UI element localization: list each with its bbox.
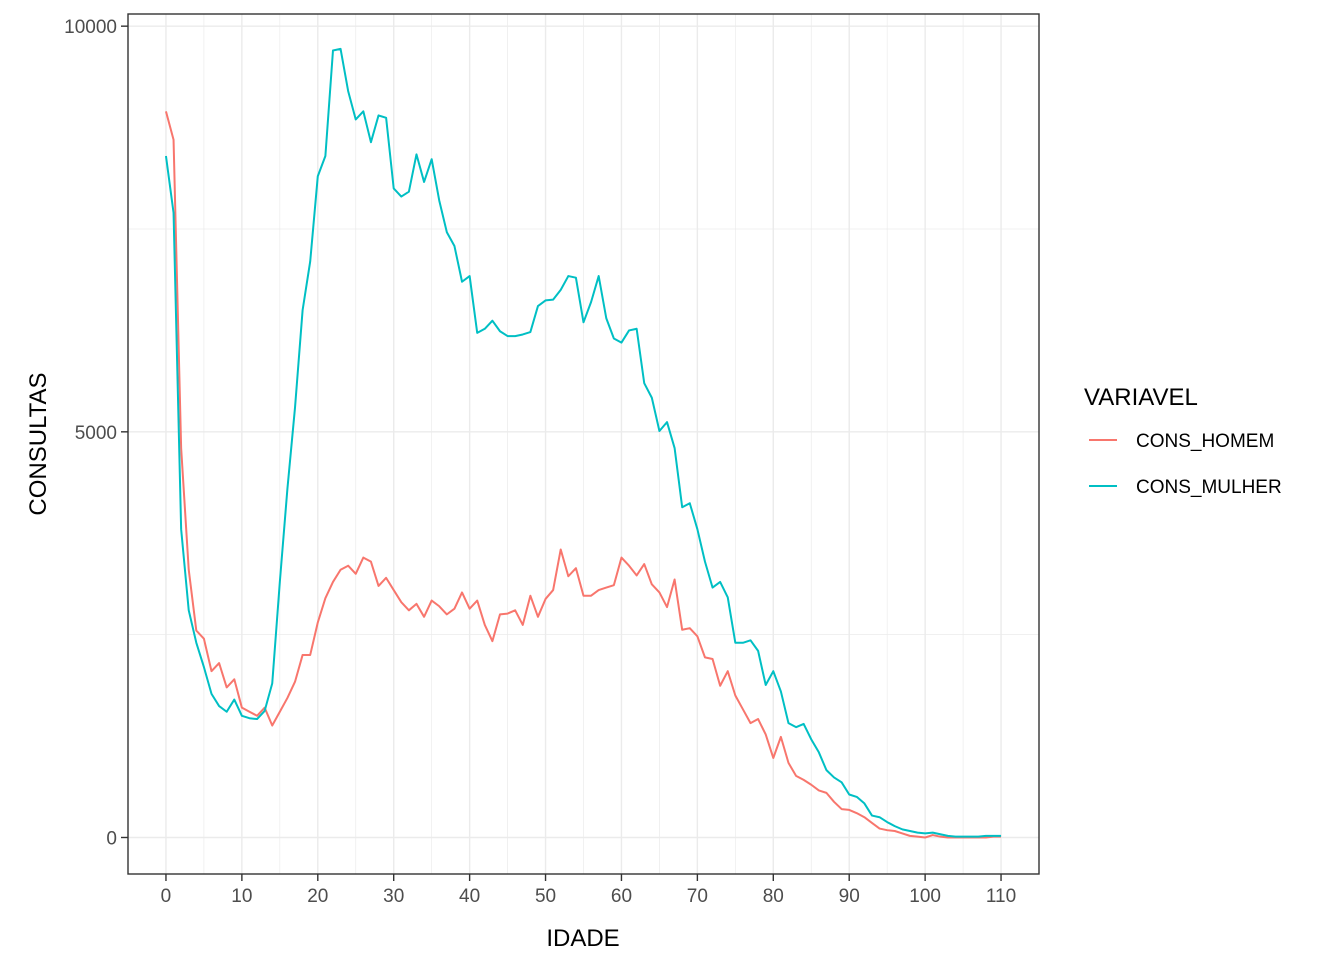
x-tick-label: 90 <box>839 886 860 907</box>
series-lines <box>164 47 1002 839</box>
x-tick-label: 110 <box>986 886 1016 907</box>
y-axis-ticks: 0 5000 10000 <box>64 17 128 849</box>
series-line-cons-mulher <box>164 47 1002 838</box>
x-tick-label: 40 <box>459 886 480 907</box>
x-tick-label: 0 <box>161 886 172 907</box>
x-tick-label: 10 <box>231 886 252 907</box>
legend-label-cons-homem: CONS_HOMEM <box>1136 431 1274 452</box>
legend-items: CONS_HOMEM CONS_MULHER <box>1086 423 1282 503</box>
y-tick-label: 10000 <box>64 17 117 38</box>
series-line-cons-homem <box>164 111 1002 839</box>
x-tick-label: 30 <box>383 886 404 907</box>
x-tick-label: 70 <box>687 886 708 907</box>
x-tick-label: 20 <box>307 886 328 907</box>
plot-border <box>127 13 1040 875</box>
y-axis-title: CONSULTAS <box>25 372 52 515</box>
x-tick-label: 80 <box>763 886 784 907</box>
y-tick-label: 5000 <box>75 423 117 444</box>
x-tick-label: 60 <box>611 886 632 907</box>
legend-label-cons-mulher: CONS_MULHER <box>1136 477 1282 498</box>
y-tick-label: 0 <box>106 828 117 849</box>
grid-lines <box>127 14 1040 874</box>
x-axis-title: IDADE <box>546 925 619 952</box>
x-tick-label: 50 <box>535 886 556 907</box>
legend-title: VARIAVEL <box>1084 384 1198 411</box>
x-tick-label: 100 <box>909 886 941 907</box>
legend: VARIAVEL CONS_HOMEM CONS_MULHER <box>1084 384 1282 503</box>
x-axis-ticks: 0 10 20 30 40 50 60 70 80 90 100 110 <box>161 874 1016 907</box>
